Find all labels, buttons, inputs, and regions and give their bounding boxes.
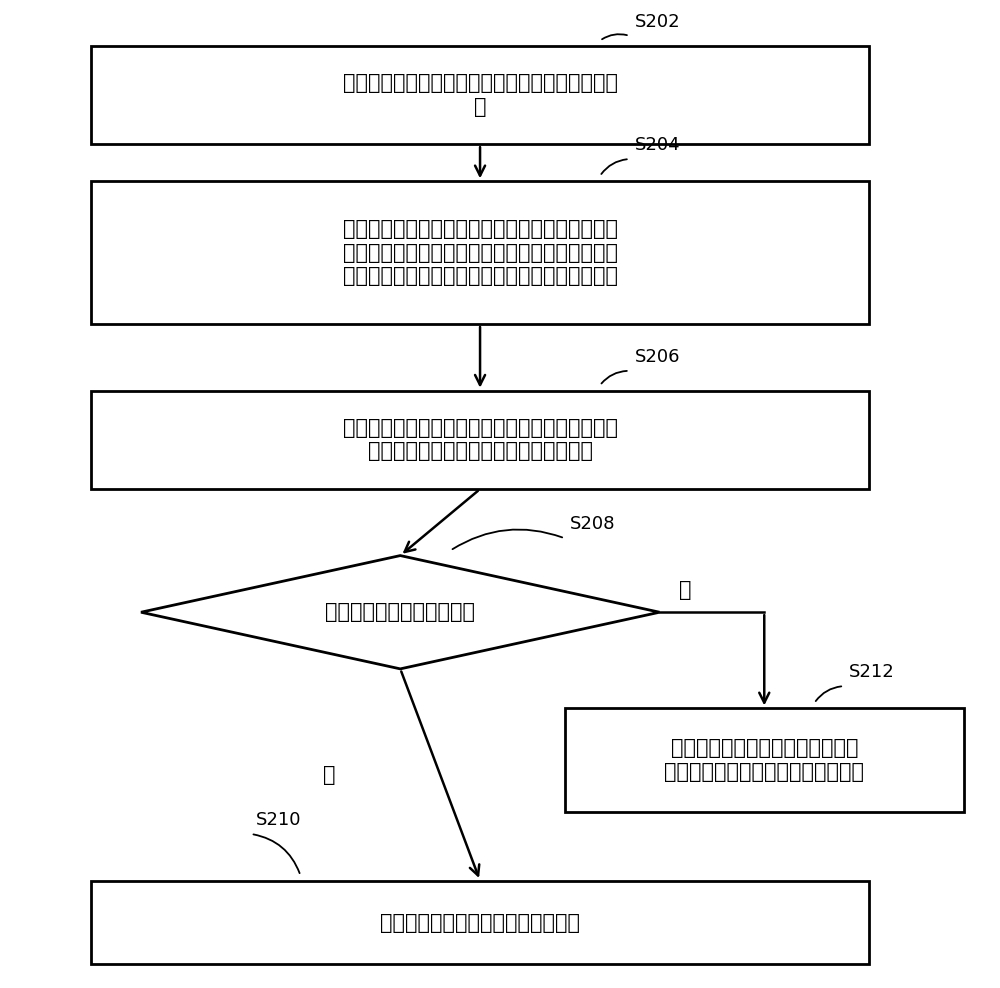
Text: 根据预测用电数据和真实用电数据进行计算，得到
预测用电数据和真实用电数据之间的距离: 根据预测用电数据和真实用电数据进行计算，得到 预测用电数据和真实用电数据之间的距… [343,418,618,461]
Text: 是: 是 [323,765,335,784]
Text: S208: S208 [570,516,615,534]
Text: 获取用户的历史用电数据和当前时刻的真实用电数
据: 获取用户的历史用电数据和当前时刻的真实用电数 据 [343,73,618,117]
FancyBboxPatch shape [91,181,869,324]
FancyBboxPatch shape [91,45,869,144]
Text: S210: S210 [256,811,301,829]
Text: 将历史用电数据输入到训练好的异常检测模型，确
定历史用户数据的第一玻尔兹曼分布特征，根据第
一玻尔兹曼分布特征输出当前时刻的预测用电数据: 将历史用电数据输入到训练好的异常检测模型，确 定历史用户数据的第一玻尔兹曼分布特… [343,219,618,286]
FancyBboxPatch shape [91,880,869,964]
Text: S202: S202 [635,13,680,31]
Text: S204: S204 [635,136,680,154]
FancyBboxPatch shape [91,390,869,489]
Text: 否: 否 [680,580,692,601]
Text: 将真实用电数据标记为异常用电数据: 将真实用电数据标记为异常用电数据 [380,913,580,933]
Text: S212: S212 [849,663,895,681]
Text: 校验距离是否大于预设阈値: 校验距离是否大于预设阈値 [325,603,475,622]
Polygon shape [141,555,660,669]
FancyBboxPatch shape [565,708,964,812]
Text: S206: S206 [635,348,680,366]
Text: 将真实用电数据标记为正常用电数
据，并将正常用电数据存储于模型中: 将真实用电数据标记为正常用电数 据，并将正常用电数据存储于模型中 [664,738,864,782]
